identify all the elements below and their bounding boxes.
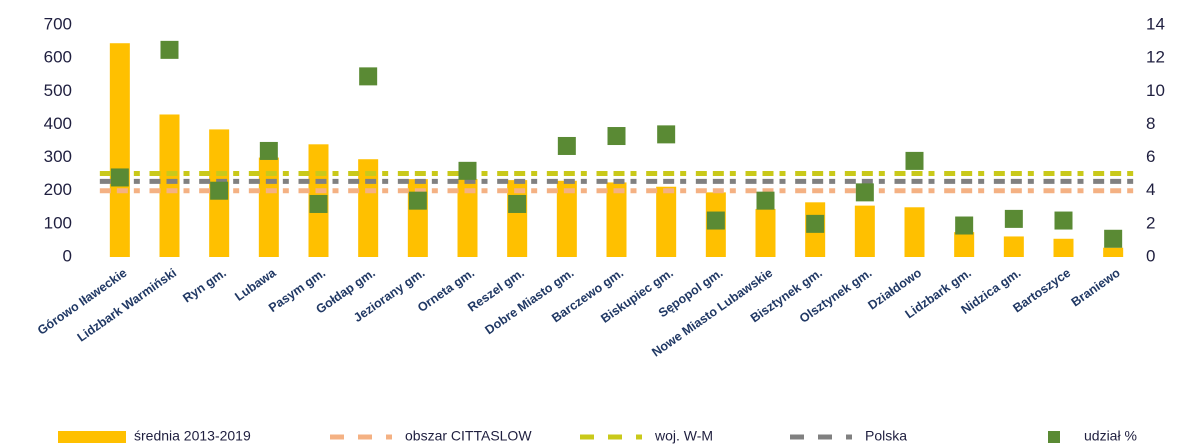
marker	[955, 216, 974, 235]
legend-label: średnia 2013-2019	[134, 428, 251, 444]
bar	[904, 207, 925, 257]
marker	[557, 136, 576, 155]
bar	[854, 205, 875, 257]
x-tick-label: Ryn gm.	[180, 266, 228, 306]
marker	[1054, 211, 1073, 230]
marker	[855, 183, 874, 202]
legend-label: udział %	[1084, 428, 1137, 444]
y2-tick-label: 6	[1146, 147, 1155, 166]
marker	[210, 181, 229, 200]
bar	[457, 179, 478, 257]
y-tick-label: 300	[44, 147, 72, 166]
marker	[160, 40, 179, 59]
marker	[110, 168, 129, 187]
legend-label: woj. W-M	[654, 428, 713, 444]
y2-tick-label: 2	[1146, 213, 1155, 232]
marker	[756, 191, 775, 210]
marker	[905, 151, 924, 170]
y2-tick-label: 10	[1146, 81, 1165, 100]
y-tick-label: 100	[44, 213, 72, 232]
x-tick-label: Braniewo	[1069, 265, 1123, 309]
bar	[159, 114, 180, 257]
y2-tick-label: 4	[1146, 180, 1155, 199]
bar	[1053, 238, 1074, 257]
bar	[556, 180, 577, 257]
y-tick-label: 200	[44, 180, 72, 199]
marker	[508, 194, 527, 213]
bar	[606, 182, 627, 257]
x-tick-label: Dobre Miasto gm.	[483, 266, 577, 338]
marker	[408, 191, 427, 210]
y-tick-label: 700	[44, 14, 72, 33]
bar	[109, 43, 130, 257]
bar	[656, 186, 677, 257]
legend-swatch	[1048, 431, 1060, 443]
bar	[954, 232, 975, 257]
marker	[1104, 229, 1123, 248]
bar	[1103, 247, 1124, 257]
bar	[1003, 236, 1024, 257]
marker	[657, 125, 676, 144]
marker	[706, 211, 725, 230]
y-tick-label: 600	[44, 48, 72, 67]
marker	[1004, 209, 1023, 228]
marker	[607, 127, 626, 146]
y2-tick-label: 14	[1146, 14, 1165, 33]
legend-swatch	[58, 431, 126, 443]
marker	[309, 194, 328, 213]
marker	[458, 161, 477, 180]
y-tick-label: 400	[44, 114, 72, 133]
legend-label: Polska	[865, 428, 907, 444]
marker	[806, 214, 825, 233]
legend-label: obszar CITTASLOW	[405, 428, 532, 444]
marker	[259, 141, 278, 160]
y-tick-label: 0	[63, 246, 72, 265]
marker	[359, 67, 378, 86]
y2-tick-label: 12	[1146, 48, 1165, 67]
y2-tick-label: 8	[1146, 114, 1155, 133]
bar	[755, 208, 776, 257]
y-tick-label: 500	[44, 81, 72, 100]
y2-tick-label: 0	[1146, 246, 1155, 265]
